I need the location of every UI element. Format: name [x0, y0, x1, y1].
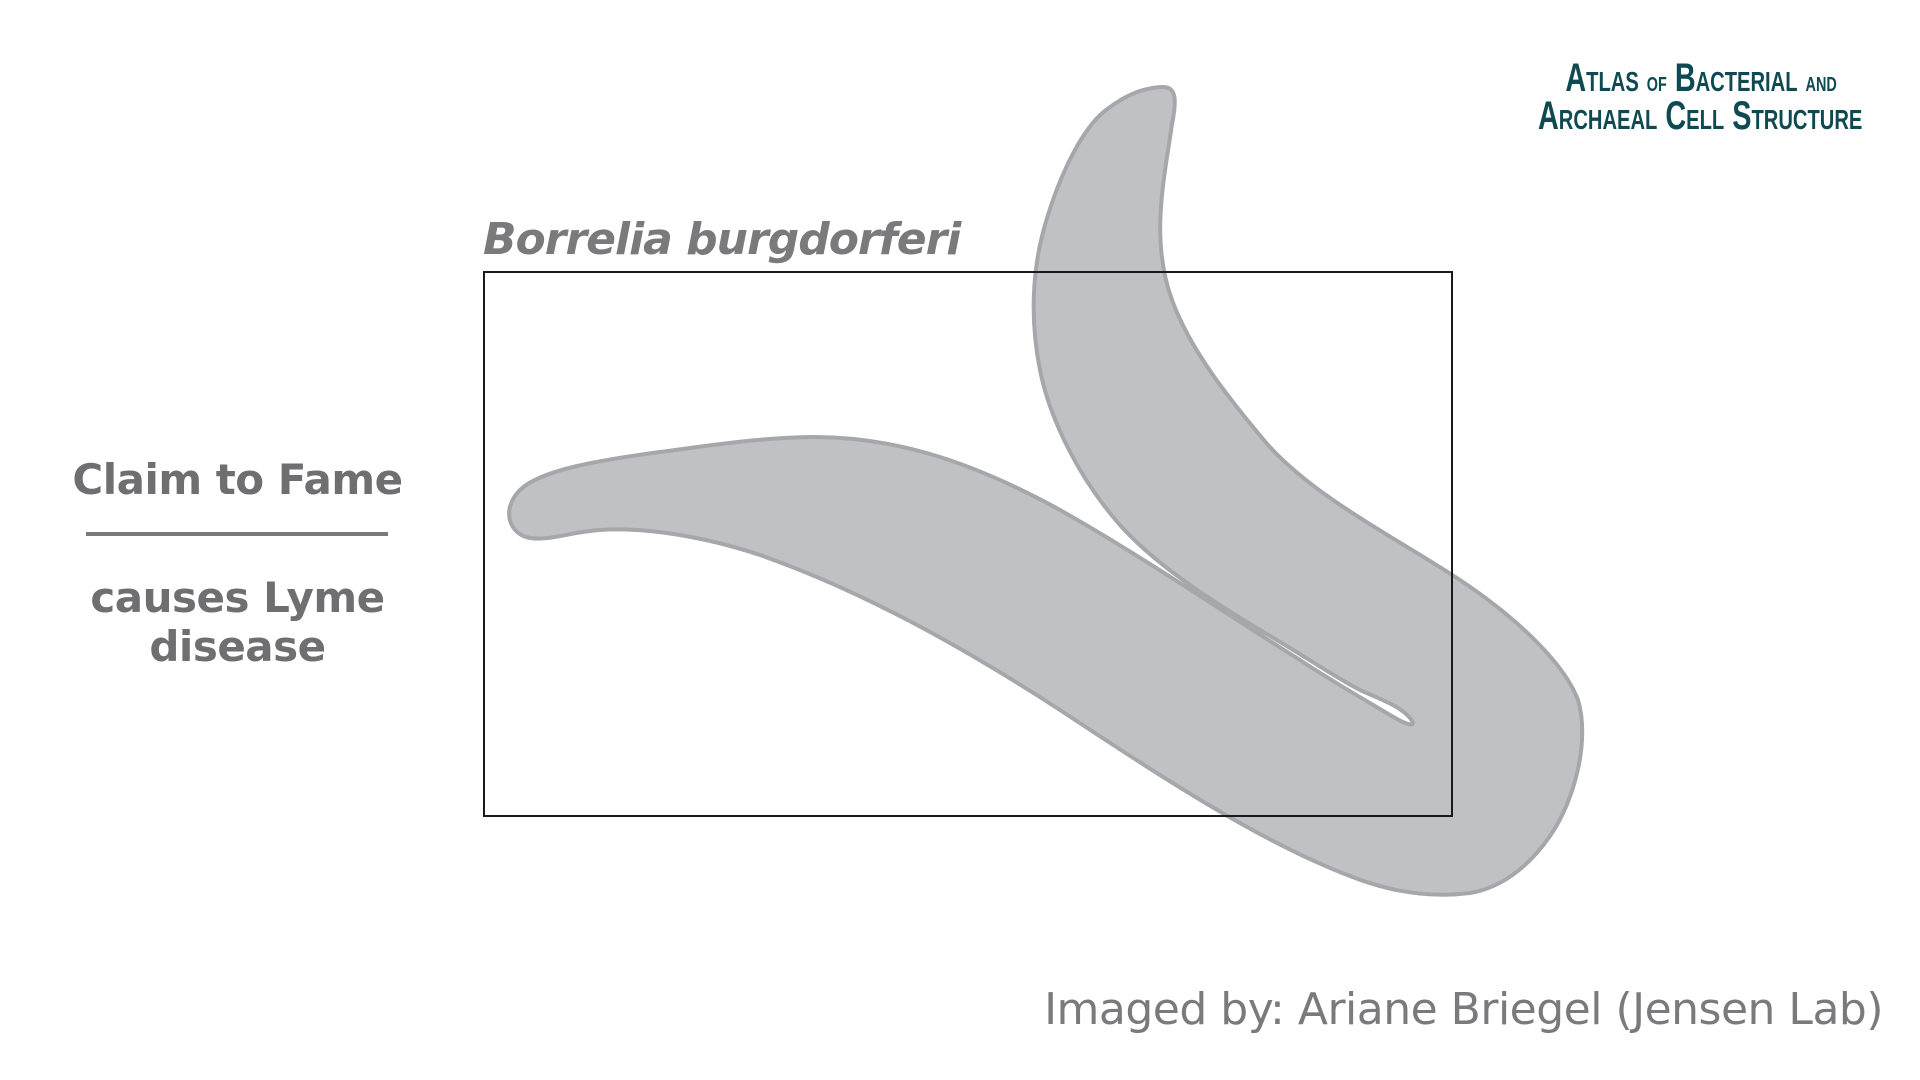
claim-to-fame-heading: Claim to Fame: [72, 455, 403, 504]
atlas-logo: Atlas of Bacterial and Archaeal Cell Str…: [1538, 56, 1863, 138]
logo-line-1: Atlas of Bacterial and: [1565, 56, 1837, 100]
image-frame: [483, 271, 1453, 817]
logo-line-2: Archaeal Cell Structure: [1538, 94, 1863, 138]
claim-to-fame-divider: [86, 532, 388, 536]
species-title: Borrelia burgdorferi: [483, 214, 961, 265]
imaged-by-credit: Imaged by: Ariane Briegel (Jensen Lab): [1044, 984, 1883, 1035]
claim-to-fame-text: causes Lyme disease: [90, 573, 385, 671]
bacterium-cell-shape: [507, 85, 1585, 897]
